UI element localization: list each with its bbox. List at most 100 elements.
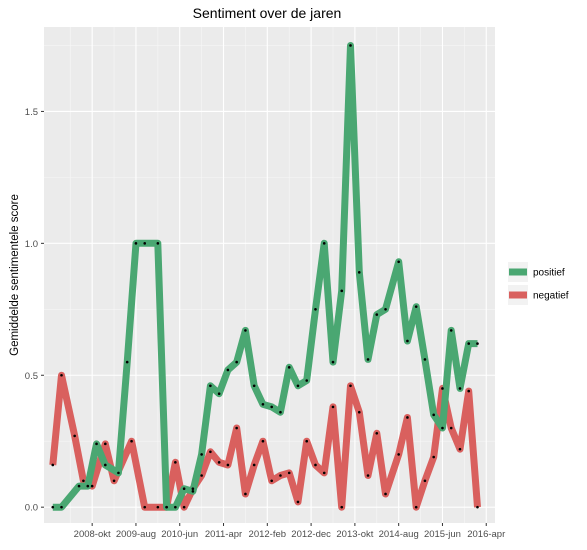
data-point-positief: [95, 442, 98, 446]
x-axis: 2008-okt 2009-aug 2010-jun 2011-apr 2012-feb…: [74, 523, 505, 540]
data-point-negatief: [104, 442, 107, 446]
data-point-negatief: [156, 505, 160, 509]
data-point-positief: [156, 242, 160, 245]
data-point-positief: [287, 366, 291, 369]
legend-key-positief: [509, 268, 527, 276]
series-layer: [49, 42, 481, 511]
y-axis: 0.0 0.5 1.0 1.5: [25, 107, 44, 514]
x-tick-label: 2009-aug: [116, 529, 156, 540]
data-point-negatief: [60, 373, 63, 377]
x-tick-label: 2015-jun: [424, 529, 461, 540]
data-point-negatief: [82, 479, 85, 483]
data-point-negatief: [90, 484, 94, 488]
data-point-positief: [423, 358, 427, 361]
data-point-positief: [191, 490, 195, 493]
data-point-positief: [117, 471, 120, 475]
y-tick-label: 0.5: [25, 371, 38, 382]
data-point-negatief: [476, 505, 479, 509]
y-axis-title: Gemiddelde sentimentele score: [9, 194, 21, 356]
data-point-negatief: [217, 461, 221, 464]
data-point-positief: [77, 484, 81, 488]
x-tick-label: 2012-feb: [249, 529, 287, 540]
data-point-negatief: [51, 463, 55, 467]
data-point-positief: [414, 305, 418, 308]
data-point-positief: [322, 242, 326, 245]
data-point-positief: [432, 413, 435, 417]
x-tick-label: 2013-okt: [336, 529, 373, 540]
data-point-negatief: [414, 505, 418, 509]
data-point-negatief: [112, 479, 116, 483]
data-point-positief: [397, 260, 400, 264]
series-line-negatief: [49, 371, 481, 511]
data-point-positief: [209, 384, 212, 388]
data-point-negatief: [174, 461, 177, 464]
data-point-negatief: [226, 463, 230, 467]
data-point-negatief: [423, 479, 427, 483]
data-point-negatief: [279, 474, 282, 477]
data-point-positief: [235, 360, 238, 364]
data-point-positief: [226, 368, 230, 372]
data-point-negatief: [209, 450, 212, 454]
data-point-negatief: [130, 439, 133, 443]
plot-panel: [44, 27, 495, 523]
data-point-negatief: [261, 439, 265, 443]
data-point-negatief: [270, 479, 273, 483]
data-point-negatief: [200, 474, 203, 477]
data-point-negatief: [467, 389, 471, 393]
data-point-negatief: [296, 500, 300, 504]
data-point-positief: [458, 387, 462, 390]
grid-major: [44, 27, 495, 523]
data-point-positief: [143, 242, 147, 245]
data-point-positief: [60, 505, 63, 509]
legend: positief negatief: [508, 262, 569, 305]
data-point-positief: [349, 44, 352, 47]
data-point-negatief: [182, 505, 186, 509]
data-point-positief: [244, 329, 247, 332]
data-point-positief: [441, 426, 444, 430]
data-point-negatief: [244, 492, 247, 496]
data-point-negatief: [314, 463, 317, 467]
data-point-positief: [305, 379, 309, 382]
x-tick-label: 2016-apr: [467, 529, 505, 540]
data-point-positief: [366, 358, 370, 361]
data-point-negatief: [375, 431, 379, 435]
chart-title: Sentiment over de jaren: [193, 5, 342, 21]
data-point-negatief: [384, 492, 387, 496]
data-point-positief: [467, 342, 471, 345]
data-point-negatief: [441, 387, 444, 390]
data-point-negatief: [357, 410, 361, 414]
legend-label: negatief: [533, 291, 569, 302]
data-point-negatief: [143, 505, 147, 509]
data-point-positief: [261, 402, 265, 406]
data-point-positief: [384, 307, 387, 311]
data-point-negatief: [458, 447, 462, 451]
y-tick-label: 1.5: [25, 107, 38, 118]
data-point-positief: [217, 392, 221, 396]
data-point-negatief: [340, 505, 344, 509]
data-point-positief: [340, 289, 344, 293]
data-point-positief: [165, 505, 168, 509]
x-tick-label: 2011-apr: [205, 529, 242, 540]
x-tick-label: 2008-okt: [74, 529, 111, 540]
legend-label: positief: [533, 268, 565, 279]
data-point-negatief: [73, 434, 76, 438]
y-tick-label: 1.0: [25, 239, 38, 250]
data-point-negatief: [191, 487, 195, 491]
data-point-negatief: [252, 463, 256, 467]
data-point-negatief: [397, 453, 400, 456]
data-point-positief: [200, 453, 203, 456]
data-point-positief: [331, 360, 335, 364]
data-point-negatief: [406, 416, 409, 419]
data-point-positief: [182, 487, 186, 491]
data-point-positief: [375, 313, 379, 316]
data-point-positief: [406, 339, 409, 343]
data-point-negatief: [305, 439, 309, 443]
data-point-positief: [104, 463, 107, 467]
y-tick-label: 0.0: [25, 503, 38, 514]
x-tick-label: 2014-aug: [379, 529, 419, 540]
data-point-positief: [174, 505, 177, 509]
data-point-negatief: [449, 426, 453, 430]
data-point-negatief: [322, 471, 326, 475]
data-point-positief: [51, 505, 55, 509]
data-point-negatief: [331, 405, 335, 409]
